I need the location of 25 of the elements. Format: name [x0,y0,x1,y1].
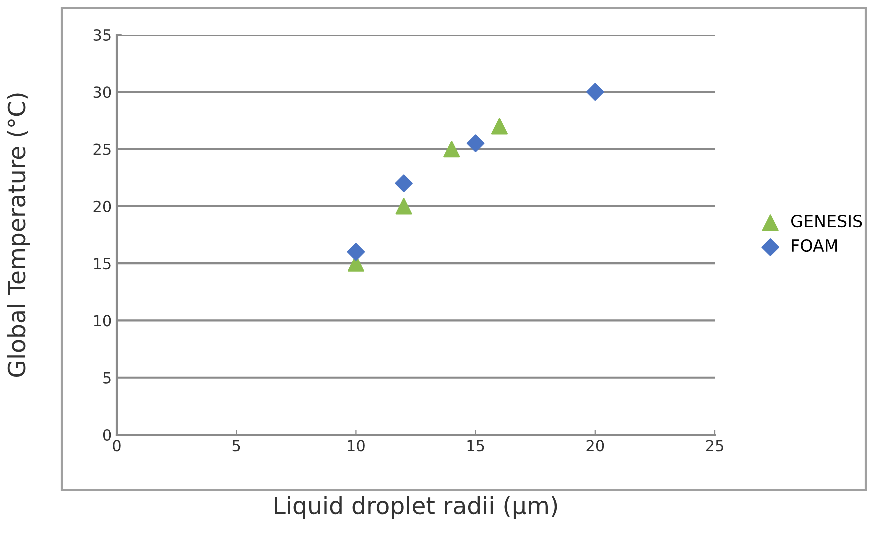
x-tick-label: 10 [348,440,365,452]
x-tick-label: 0 [113,440,121,452]
y-tick-label: 10 [94,315,112,327]
y-tick-label: 25 [94,144,111,156]
x-tick-label: 15 [468,440,484,452]
legend-label: FOAM [792,239,838,252]
y-tick-label: 5 [104,372,111,384]
y-tick-label: 35 [94,29,111,42]
x-tick-label: 5 [232,440,240,452]
x-tick-label: 25 [706,440,724,452]
y-axis-title: Global Temperature (°C) [7,94,30,377]
legend-label: GENESIS [792,214,862,228]
point [396,198,412,215]
y-tick-label: 15 [94,258,111,270]
point [586,83,604,102]
point [347,243,366,262]
y-tick-label: 0 [103,429,112,442]
point [491,118,508,135]
x-axis-title: Liquid droplet radii (µm) [275,496,558,520]
point [466,134,485,152]
y-tick-label: 30 [94,86,112,98]
y-tick-label: 20 [94,200,112,212]
x-tick-label: 20 [586,440,604,452]
point [444,140,460,158]
point [395,174,413,192]
